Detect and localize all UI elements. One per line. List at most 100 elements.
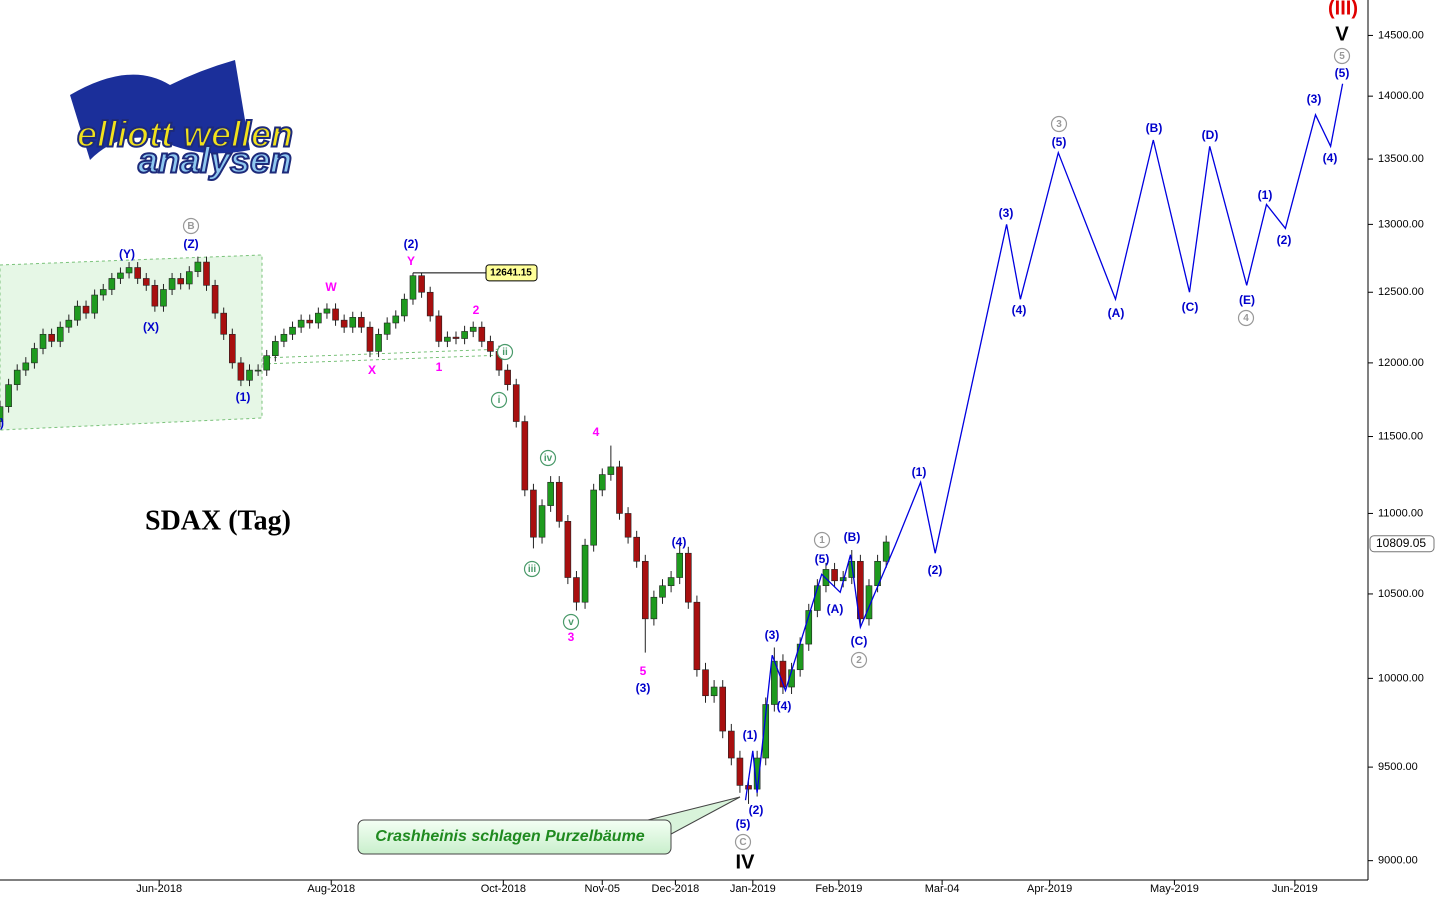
wave-label: (E) (1239, 293, 1255, 307)
y-tick-label: 13500.00 (1378, 153, 1424, 165)
x-tick-label: Nov-05 (585, 883, 620, 895)
wave-label: i (498, 395, 501, 406)
x-tick-label: Dec-2018 (652, 883, 700, 895)
candle-body (461, 331, 468, 339)
candle-body (185, 271, 193, 285)
wave-circle (182, 217, 200, 235)
candle-body (719, 686, 727, 732)
wave-label: (X) (143, 320, 159, 334)
candle-body (229, 333, 236, 364)
x-tick-label: Apr-2019 (1027, 883, 1072, 895)
candle-body (444, 336, 451, 342)
y-tick-label: 10500.00 (1378, 588, 1424, 600)
candle-body (650, 596, 658, 620)
candle-body (160, 289, 167, 307)
candle-body (728, 730, 735, 759)
x-tick-label: Jun-2019 (1272, 883, 1318, 895)
candle-body (315, 312, 322, 324)
x-tick-label: Mar-04 (925, 883, 960, 895)
candle-body (564, 521, 572, 578)
wave-label: v (568, 617, 574, 628)
wave-label: (3) (636, 681, 651, 695)
wave-label: W (325, 280, 337, 294)
wave-label: (X) (0, 416, 4, 430)
candle-body (246, 369, 253, 381)
wave-label: (B) (844, 530, 861, 544)
candle-body (48, 333, 55, 342)
candle-body (641, 560, 649, 620)
candle-body (22, 362, 30, 371)
candle-body (504, 369, 511, 385)
y-tick-label: 9000.00 (1378, 855, 1418, 867)
high-label-box (485, 264, 538, 282)
candle-body (39, 333, 47, 349)
wave-label: 4 (1243, 313, 1249, 324)
candle-body (590, 489, 597, 546)
candle-body (624, 513, 632, 538)
wave-label: (C) (851, 634, 868, 648)
candle-body (323, 308, 331, 314)
candle-body (521, 421, 529, 491)
candle-body (340, 319, 348, 328)
candle-body (31, 348, 38, 364)
candle-body (598, 474, 606, 491)
last-price-label: 10809.05 (1376, 536, 1426, 550)
callout-text: Crashheinis schlagen Purzelbäume (375, 828, 645, 845)
callout-box (357, 819, 672, 855)
callout: Crashheinis schlagen Purzelbäume (357, 796, 741, 855)
wave-label: B (187, 221, 194, 232)
wave-label: (2) (1277, 233, 1292, 247)
candle-body (134, 267, 141, 279)
x-tick-label: Jun-2018 (136, 883, 182, 895)
candle-body (237, 362, 245, 381)
candle-body (272, 341, 279, 356)
logo: elliott wellen analysen (70, 60, 294, 182)
candle-body (289, 326, 296, 335)
y-tick-label: 12500.00 (1378, 286, 1424, 298)
candle-body (452, 336, 460, 339)
wave-label: (III) (1328, 0, 1358, 19)
wave-label: (3) (765, 628, 780, 642)
wave-label: 1 (436, 360, 443, 374)
wave-label: 2 (856, 655, 862, 666)
wave-label: (3) (999, 206, 1014, 220)
y-tick-label: 14000.00 (1378, 90, 1424, 102)
wave-label: (B) (1146, 121, 1163, 135)
candle-body (865, 585, 873, 620)
candle-body (74, 305, 81, 321)
candle-body (401, 298, 408, 317)
candle-body (194, 261, 202, 272)
candle-body (478, 326, 486, 342)
candle-body (254, 369, 262, 372)
wave-label: 5 (1339, 51, 1345, 62)
candle-body (659, 585, 666, 598)
wave-label: (4) (1323, 151, 1338, 165)
candle-body (349, 317, 357, 328)
candle-body (151, 285, 159, 307)
wave-circle (490, 391, 508, 409)
candle-body (108, 278, 116, 290)
candle-body (392, 315, 400, 324)
candle-body (882, 541, 890, 562)
candle-body (426, 291, 434, 317)
y-tick-label: 10000.00 (1378, 672, 1424, 684)
wave-label: (2) (749, 803, 764, 817)
wave-label: (5) (1335, 66, 1350, 80)
candle-body (435, 315, 443, 342)
candle-body (65, 319, 73, 328)
wave-circle (496, 343, 514, 361)
candle-body (82, 305, 90, 314)
candle-body (409, 275, 417, 300)
wave-label: 5 (640, 664, 647, 678)
wave-label: iv (544, 453, 553, 464)
candle-body (581, 544, 589, 603)
x-tick-label: Jan-2019 (730, 883, 776, 895)
candle-body (685, 552, 692, 603)
wave-label: (1) (236, 390, 251, 404)
channel-line (261, 354, 506, 365)
candle-body (745, 785, 752, 790)
logo-flag (70, 60, 250, 160)
candle-body (710, 686, 718, 697)
